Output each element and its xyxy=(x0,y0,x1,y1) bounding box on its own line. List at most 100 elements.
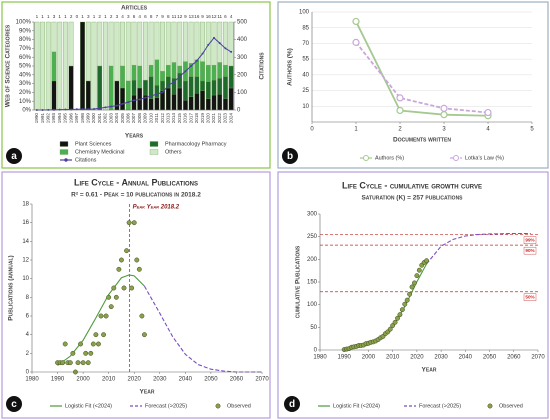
bar-segment xyxy=(91,21,97,111)
x-tick-label: 2005 xyxy=(120,113,125,124)
x-tick-label: 1990 xyxy=(34,113,39,124)
data-point xyxy=(395,315,400,321)
x-axis-title: Year xyxy=(422,367,437,374)
legend-swatch xyxy=(149,149,159,155)
bar-segment xyxy=(51,51,57,82)
bar-segment xyxy=(165,87,171,111)
x-tick-label: 1 xyxy=(354,127,358,133)
data-point xyxy=(440,104,448,112)
legend-swatch xyxy=(149,141,159,147)
bar-segment xyxy=(200,21,205,62)
bar-segment xyxy=(228,21,234,67)
bar-segment xyxy=(85,80,91,111)
bar-segment xyxy=(188,21,194,64)
article-count: 1 xyxy=(41,14,44,19)
data-point xyxy=(88,350,94,356)
bar-segment xyxy=(205,98,211,111)
article-count: 1 xyxy=(104,14,107,19)
x-tick-label: 1999 xyxy=(86,113,91,124)
bar-segment xyxy=(228,65,234,89)
x-tick-label: 1998 xyxy=(80,113,85,124)
chart-title: Life Cycle - Annual Publications xyxy=(74,177,198,187)
x-tick-label: 2050 xyxy=(204,377,218,383)
legend-label: Observed xyxy=(227,403,251,409)
y-tick-label: 250 xyxy=(307,234,318,240)
citation-point xyxy=(190,65,193,67)
data-point xyxy=(390,323,396,328)
panel-frame xyxy=(277,171,549,419)
data-point xyxy=(113,294,119,300)
data-point xyxy=(392,319,398,325)
article-count: 0 xyxy=(76,14,79,19)
bar-segment xyxy=(183,21,188,62)
bar-segment xyxy=(211,64,217,81)
data-point xyxy=(407,291,413,297)
citation-point xyxy=(167,84,170,87)
citation-point xyxy=(133,99,135,102)
article-count: 11 xyxy=(172,14,177,19)
bar-segment xyxy=(51,21,57,53)
article-count: 1 xyxy=(58,14,61,19)
legend-label: Plant Sciences xyxy=(75,141,112,147)
bar-segment xyxy=(160,80,165,91)
y-axis-title: Authors (%) xyxy=(287,48,294,86)
bar-segment xyxy=(223,21,228,66)
citation-point xyxy=(115,104,118,107)
citation-point xyxy=(178,75,181,78)
x-tick-label: 2040 xyxy=(459,355,473,361)
reference-label: 99% xyxy=(525,238,534,243)
data-point xyxy=(60,360,66,366)
y-tick-label: 2 xyxy=(26,351,30,357)
y-tick-label: 10% xyxy=(19,99,32,105)
legend-label: Pharmacology Pharmacy xyxy=(165,141,227,147)
citation-point xyxy=(224,47,227,50)
legend-label: Citations xyxy=(75,157,97,163)
y2-tick-label: 100 xyxy=(237,90,248,96)
data-point xyxy=(412,280,417,286)
bar-segment xyxy=(103,21,108,111)
x-tick-label: 1992 xyxy=(46,113,51,124)
bar-segment xyxy=(171,94,177,111)
bar-segment xyxy=(68,65,74,111)
y-tick-label: 300 xyxy=(307,212,318,218)
article-count: 2 xyxy=(98,14,101,19)
bar-segment xyxy=(211,79,217,96)
y-tick-label: 100 xyxy=(307,302,318,308)
legend-label: Chemistry Medicinal xyxy=(75,149,125,155)
bar-segment xyxy=(183,100,188,111)
x-tick-label: 2020 xyxy=(206,113,211,124)
x-tick-label: 5 xyxy=(530,127,534,133)
data-point xyxy=(352,38,360,46)
y-tick-label: 6 xyxy=(26,314,30,320)
data-point xyxy=(108,304,114,310)
y-tick-label: 8 xyxy=(26,295,30,301)
bar-segment xyxy=(194,76,200,94)
article-count: 12 xyxy=(211,14,217,19)
data-point xyxy=(103,313,109,319)
series-line xyxy=(355,41,489,114)
article-count: 8 xyxy=(150,14,153,19)
bar-segment xyxy=(223,76,228,99)
y-tick-label: 60% xyxy=(19,55,32,61)
bar-segment xyxy=(205,64,211,82)
x-tick-label: 1990 xyxy=(51,377,65,383)
y-tick-label: 200 xyxy=(307,257,318,263)
data-point xyxy=(134,257,140,263)
y-tick-label: 0 xyxy=(314,348,318,354)
bar-segment xyxy=(45,21,51,111)
bar-segment xyxy=(131,79,137,96)
article-count: 6 xyxy=(133,14,136,19)
citation-point xyxy=(150,94,153,97)
reference-label: 50% xyxy=(525,295,534,300)
bar-segment xyxy=(154,97,160,111)
x-tick-label: 2012 xyxy=(160,113,165,124)
article-count: 3 xyxy=(53,14,56,19)
article-count: 3 xyxy=(87,14,90,19)
bar-segment xyxy=(131,94,137,111)
x-tick-label: 2008 xyxy=(137,113,142,124)
y-axis-title: cumulative Publications xyxy=(295,245,302,318)
article-count: 16 xyxy=(194,14,200,19)
y-tick-label: 85 xyxy=(302,25,309,31)
data-point xyxy=(399,307,405,313)
